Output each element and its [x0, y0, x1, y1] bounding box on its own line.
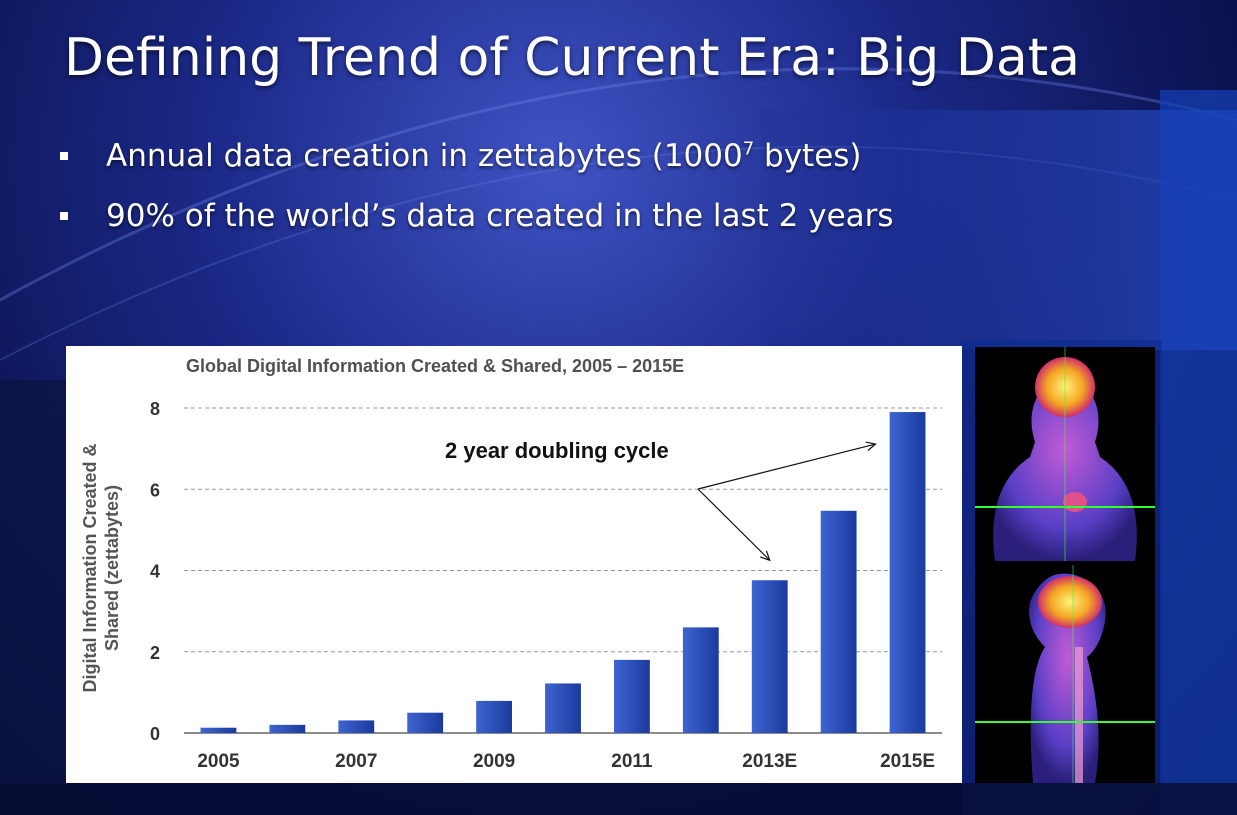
x-tick-label: 2015E: [880, 751, 935, 772]
chart-title: Global Digital Information Created & Sha…: [186, 356, 684, 376]
x-tick-label: 2013E: [742, 751, 797, 772]
pet-scan-image: [975, 347, 1155, 783]
bar-2012: [682, 627, 719, 733]
pet-scan-icon: [975, 347, 1155, 783]
y-axis-label-line2: Shared (zettabytes): [102, 485, 122, 651]
bullet-text: Annual data creation in zettabytes (1000: [106, 138, 743, 174]
x-tick-label: 2005: [197, 751, 240, 772]
annotation-arrowhead-icon: [760, 550, 771, 562]
bullet-item: Annual data creation in zettabytes (1000…: [60, 138, 894, 198]
bar-2006: [269, 724, 306, 733]
y-tick-label: 6: [150, 480, 160, 500]
bar-chart-panel: Global Digital Information Created & Sha…: [66, 346, 962, 783]
bullet-text: 90% of the world’s data created in the l…: [106, 198, 894, 234]
bullet-item: 90% of the world’s data created in the l…: [60, 198, 894, 258]
bar-2013E: [751, 580, 788, 733]
x-tick-label: 2009: [473, 751, 515, 772]
bar-2009: [476, 700, 513, 733]
bar-chart: Global Digital Information Created & Sha…: [80, 356, 942, 772]
bullet-list: Annual data creation in zettabytes (1000…: [60, 138, 894, 258]
bullet-square-icon: [60, 212, 68, 220]
bar-2011: [613, 659, 650, 733]
bar-2014E: [820, 510, 857, 733]
annotation-arrowhead-icon: [865, 441, 877, 451]
bar-2015E: [889, 412, 926, 733]
annotation-arrow-line: [697, 443, 876, 490]
annotation-label: 2 year doubling cycle: [445, 438, 669, 463]
bar-2008: [407, 712, 444, 733]
y-axis-label-line1: Digital Information Created &: [80, 443, 100, 692]
bullet-square-icon: [60, 152, 68, 160]
x-tick-label: 2007: [335, 751, 377, 772]
bullet-superscript: 7: [742, 138, 755, 160]
bar-2007: [338, 720, 375, 733]
y-tick-label: 8: [150, 399, 160, 419]
x-tick-label: 2011: [611, 751, 653, 772]
y-tick-label: 4: [150, 562, 160, 582]
annotation-arrow-line: [697, 488, 771, 561]
bar-2010: [545, 683, 581, 733]
annotation-arrows: [697, 441, 877, 562]
y-tick-label: 0: [150, 724, 160, 744]
bar-2005: [200, 727, 237, 733]
slide-title: Defining Trend of Current Era: Big Data: [64, 28, 1080, 88]
bullet-text-end: bytes): [754, 138, 862, 174]
y-tick-label: 2: [150, 643, 160, 663]
